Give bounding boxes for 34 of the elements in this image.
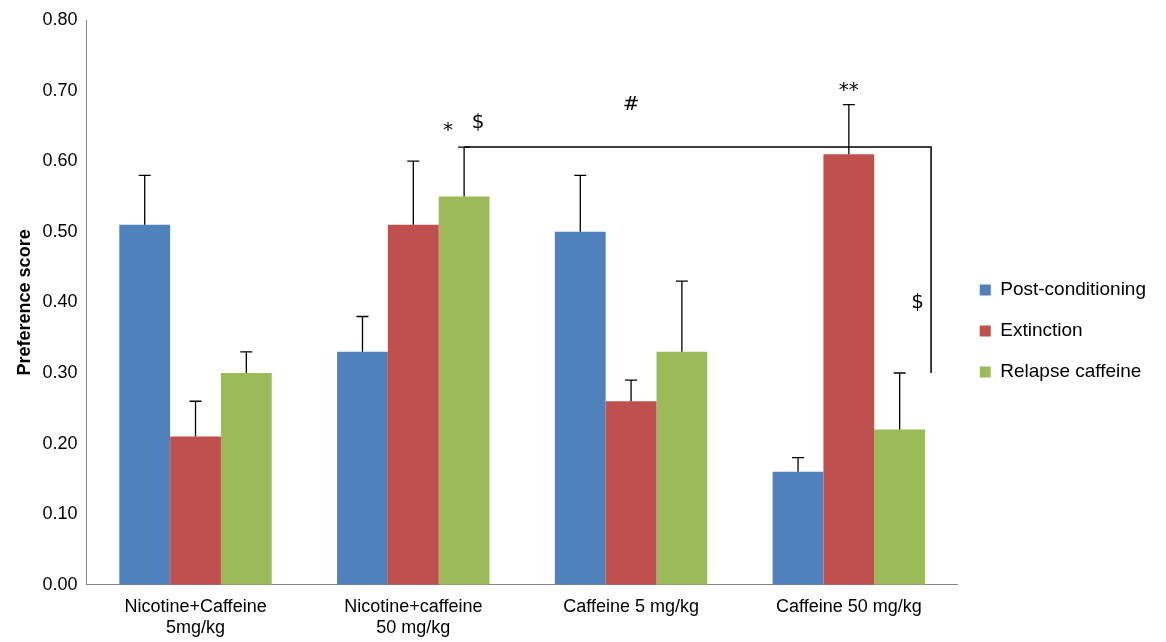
- bar: [772, 471, 824, 585]
- bar: [170, 436, 221, 585]
- annotation: **: [838, 76, 859, 101]
- bar: [554, 231, 606, 585]
- x-tick-label: Caffeine 50 mg/kg: [775, 595, 922, 616]
- y-tick-label: 0.00: [42, 573, 78, 594]
- legend-label: Relapse caffeine: [1000, 360, 1142, 382]
- bar: [605, 401, 657, 585]
- annotation: *: [443, 117, 454, 142]
- x-tick-label: Caffeine 5 mg/kg: [563, 595, 699, 616]
- y-tick-label: 0.30: [42, 361, 78, 382]
- y-tick-label: 0.20: [42, 432, 78, 453]
- annotation: #: [622, 91, 640, 116]
- bar: [438, 196, 490, 585]
- x-tick-label: Nicotine+caffeine 50 mg/kg: [344, 595, 483, 638]
- y-tick-label: 0.50: [42, 220, 78, 241]
- y-tick-label: 0.60: [42, 150, 78, 171]
- bar: [119, 224, 171, 585]
- annotation: $: [911, 289, 925, 314]
- bar: [874, 429, 926, 585]
- bar: [823, 154, 875, 585]
- bar: [337, 351, 388, 585]
- bar: [387, 224, 439, 585]
- annotation: $: [471, 109, 485, 134]
- y-tick-label: 0.80: [42, 8, 78, 29]
- y-tick-label: 0.40: [42, 291, 78, 312]
- legend-label: Post-conditioning: [1000, 278, 1147, 300]
- y-tick-label: 0.10: [42, 503, 78, 524]
- bar: [656, 351, 708, 585]
- y-tick-label: 0.70: [42, 79, 78, 100]
- bar: [220, 373, 272, 585]
- legend-label: Extinction: [1000, 319, 1083, 341]
- x-tick-label: Nicotine+Caffeine 5mg/kg: [124, 595, 267, 638]
- y-axis-title: Preference score: [13, 229, 34, 376]
